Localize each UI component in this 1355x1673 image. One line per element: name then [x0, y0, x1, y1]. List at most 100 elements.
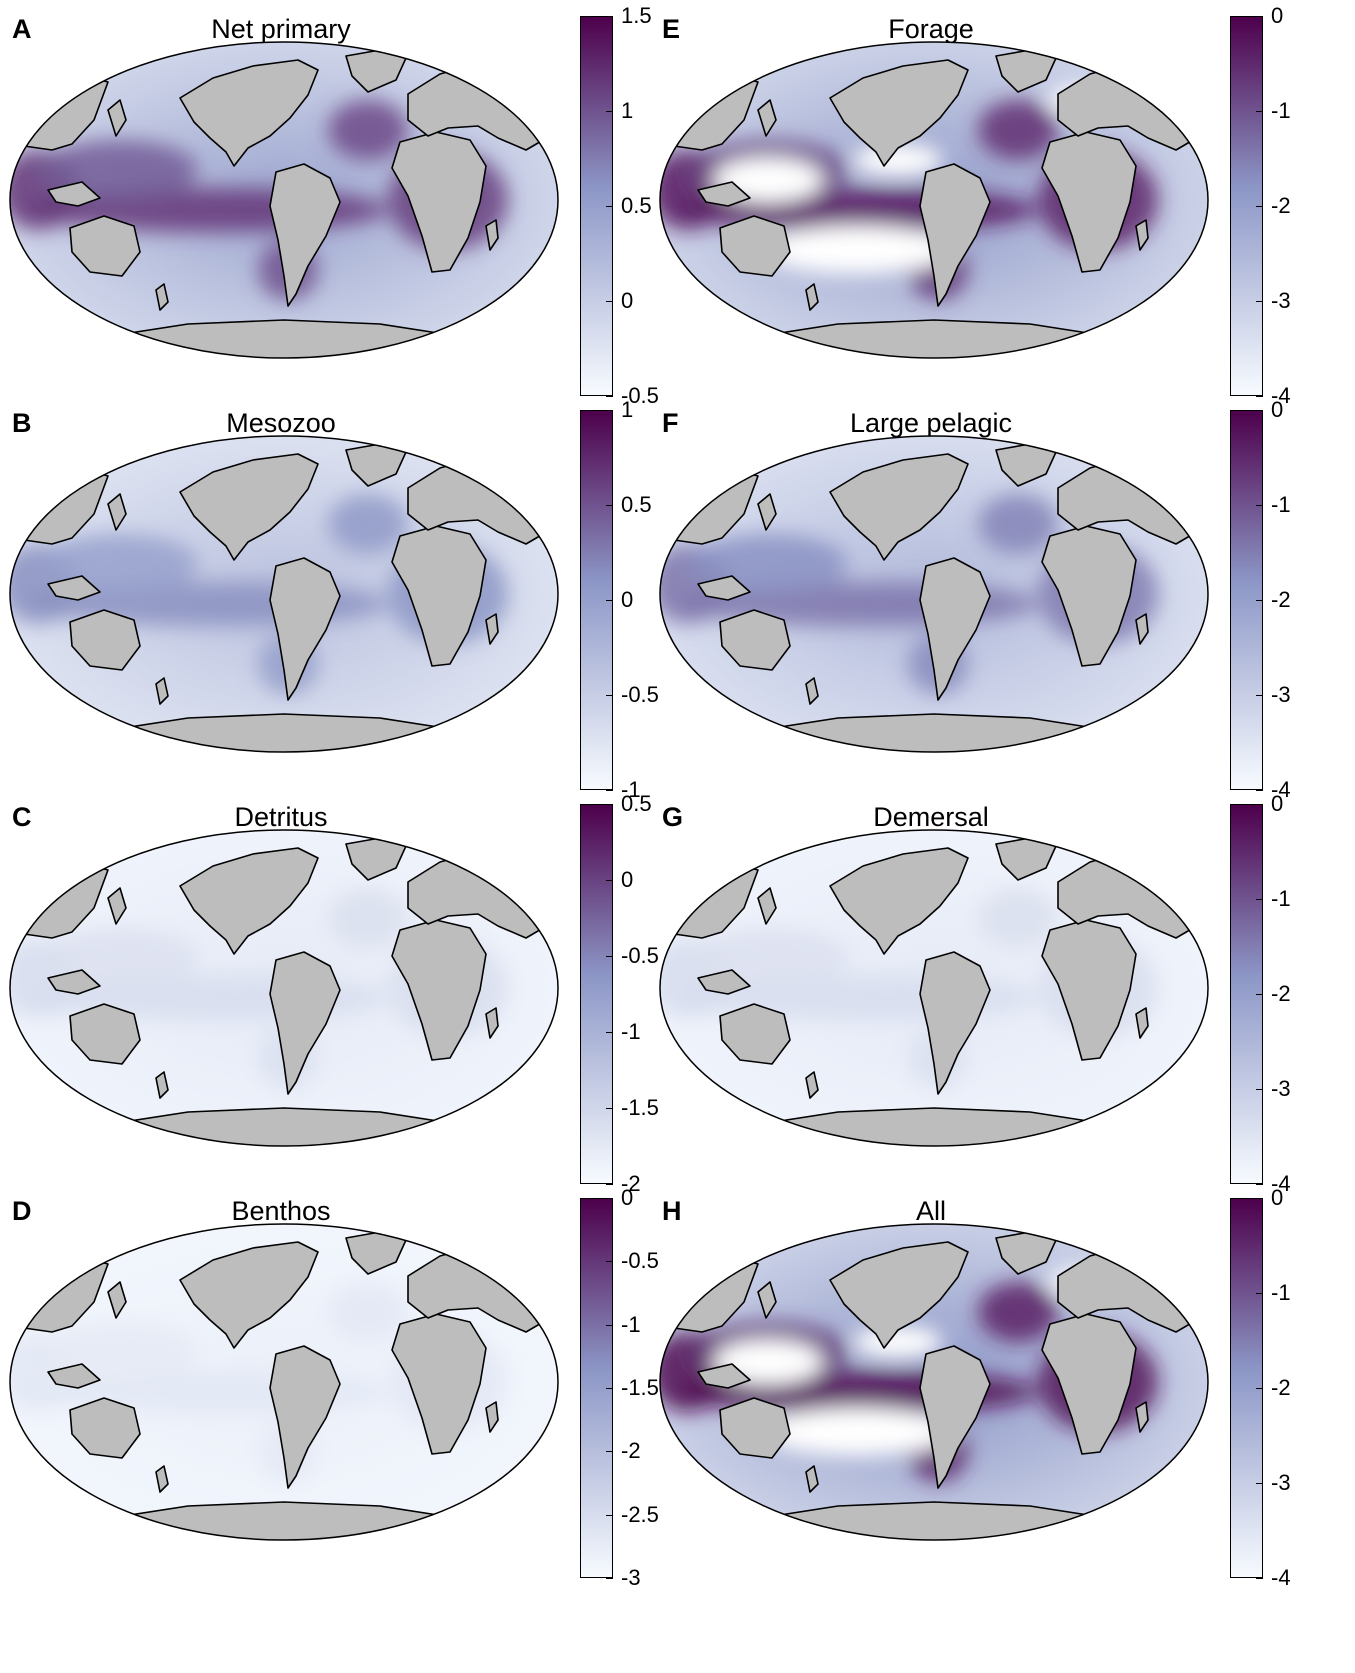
tick-label: -1: [621, 1019, 641, 1044]
land-australia: [719, 215, 791, 277]
tick-label: -4: [1271, 383, 1291, 408]
tick-label: -2: [1271, 193, 1291, 218]
land-indonesia: [697, 1363, 751, 1389]
tick-label: 0: [621, 1185, 634, 1210]
ocean-field: [660, 1224, 1208, 1540]
land-africa: [391, 131, 487, 273]
value-region: [978, 494, 1058, 554]
tick-mark: [606, 410, 613, 411]
colorbar-ticks: 0 -1 -2 -3 -4: [1256, 397, 1323, 802]
tick-label: 0.5: [621, 791, 652, 816]
land-northAmerica: [179, 453, 319, 561]
land-madagascar: [485, 1401, 499, 1433]
land-madagascar: [485, 219, 499, 251]
land-southAmerica: [269, 163, 341, 307]
land-indonesia: [47, 1363, 101, 1389]
land-northAmerica: [179, 847, 319, 955]
tick-mark: [606, 1388, 613, 1389]
panel-letter: A: [12, 14, 32, 44]
tick-mark: [1256, 301, 1263, 302]
value-region: [328, 100, 408, 160]
tick-mark: [1256, 1293, 1263, 1294]
ocean-field: [660, 830, 1208, 1146]
tick-label: -4: [1271, 1565, 1291, 1590]
tick-label: -2.5: [621, 1501, 659, 1527]
panel-title: Detritus: [234, 802, 328, 832]
tick-mark: [606, 16, 613, 17]
map-outline: [9, 435, 559, 753]
value-region: [978, 1282, 1058, 1342]
tick-mark: [1256, 505, 1263, 506]
panel-a: A Net primary 1.5 1 0.5 0 -0.5: [0, 0, 670, 410]
tick-label: -1.5: [621, 1375, 659, 1400]
land-japan: [757, 99, 777, 137]
tick-mark: [1256, 206, 1263, 207]
tick-label: 1: [621, 397, 634, 422]
land-africa: [391, 525, 487, 667]
land-southAmerica: [919, 951, 991, 1095]
value-region: [328, 888, 408, 948]
world-map: [659, 41, 1209, 359]
land-southAmerica: [269, 557, 341, 701]
tick-mark: [1256, 899, 1263, 900]
land-indonesia: [697, 181, 751, 207]
tick-mark: [1256, 111, 1263, 112]
no-data-region: [763, 1408, 953, 1456]
tick-label: 0.5: [621, 492, 652, 517]
world-map: [9, 1223, 559, 1541]
tick-label: -2: [1271, 1375, 1291, 1400]
map-outline: [659, 1223, 1209, 1541]
panel-letter: D: [12, 1196, 32, 1226]
panel-d: D Benthos 0 -0.5 -1 -1.5 -2 -2.5 -3: [0, 1182, 670, 1592]
tick-label: 0: [1271, 791, 1284, 816]
tick-label: -3: [1271, 1470, 1291, 1495]
land-nz: [155, 1071, 169, 1099]
tick-mark: [606, 695, 613, 696]
land-japan: [107, 99, 127, 137]
value-region: [328, 1282, 408, 1342]
tick-mark: [606, 880, 613, 881]
tick-label: 0: [1271, 397, 1284, 422]
land-southAmerica: [919, 557, 991, 701]
tick-label: -0.5: [621, 1248, 659, 1274]
land-australia: [69, 609, 141, 671]
land-japan: [107, 887, 127, 925]
panel-e: E Forage 0 -1 -2 -3 -4: [650, 0, 1320, 410]
land-nz: [805, 677, 819, 705]
tick-label: 0.5: [621, 193, 652, 218]
land-japan: [107, 1281, 127, 1319]
land-indonesia: [697, 575, 751, 601]
tick-label: -3: [621, 1565, 641, 1590]
tick-label: -0.5: [621, 943, 659, 968]
tick-mark: [1256, 1198, 1263, 1199]
world-map: [659, 1223, 1209, 1541]
land-northAmerica: [829, 1241, 969, 1349]
tick-label: -0.5: [621, 682, 659, 707]
tick-mark: [1256, 410, 1263, 411]
land-africa: [1041, 131, 1137, 273]
tick-label: -3: [1271, 1076, 1291, 1101]
land-indonesia: [697, 969, 751, 995]
tick-mark: [606, 1451, 613, 1453]
panel-letter: C: [12, 802, 32, 832]
tick-mark: [1256, 804, 1263, 805]
land-australia: [719, 1003, 791, 1065]
land-indonesia: [47, 969, 101, 995]
map-outline: [9, 41, 559, 359]
panel-title: Forage: [888, 14, 974, 44]
tick-label: -1: [1271, 1280, 1291, 1305]
map-outline: [659, 829, 1209, 1147]
land-nz: [805, 1465, 819, 1493]
land-northAmerica: [829, 59, 969, 167]
tick-mark: [1256, 1089, 1263, 1090]
tick-mark: [606, 1032, 613, 1033]
land-africa: [391, 1313, 487, 1455]
world-map: [9, 829, 559, 1147]
tick-label: 0: [1271, 3, 1284, 28]
colorbar-ticks: 0 -1 -2 -3 -4: [1256, 1185, 1323, 1590]
value-region: [978, 100, 1058, 160]
tick-mark: [606, 1261, 613, 1263]
panel-letter: B: [12, 408, 32, 438]
tick-label: -1: [621, 1311, 641, 1337]
land-japan: [757, 887, 777, 925]
